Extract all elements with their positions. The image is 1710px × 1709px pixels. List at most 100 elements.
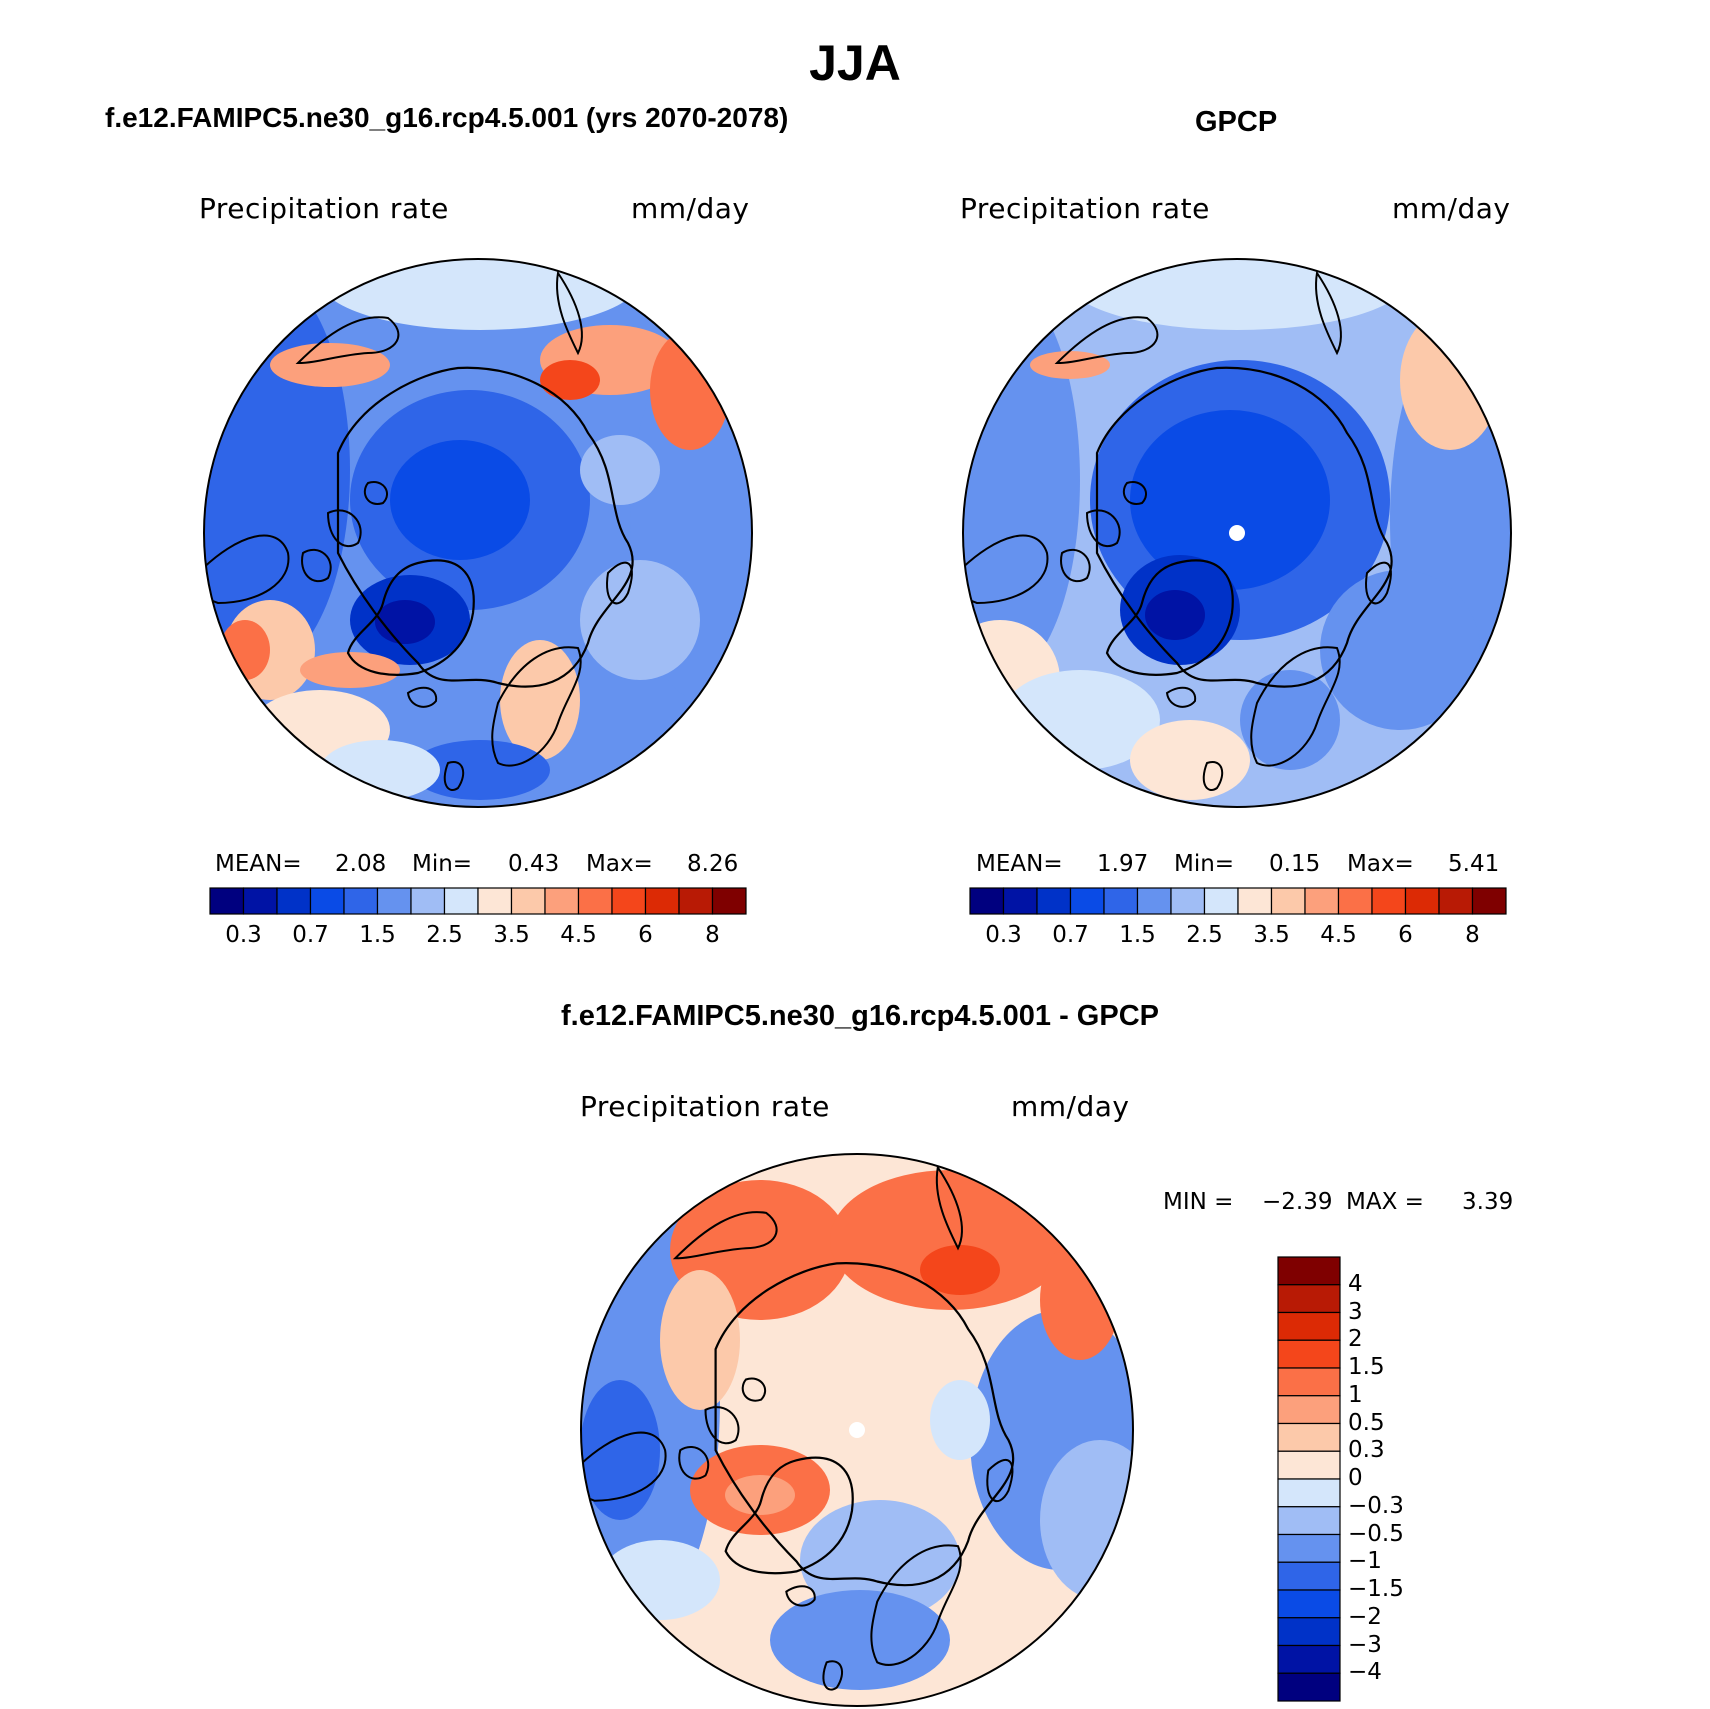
colorbar-tick-label: 3 [1348,1298,1363,1325]
colorbar-tick-label: 2.5 [1186,922,1223,948]
diff-max-value: 3.39 [1462,1189,1514,1215]
model-mean-label: MEAN= [215,851,302,877]
colorbar-tick-label: 4.5 [560,922,597,948]
colorbar-tick-label: −0.5 [1348,1520,1404,1547]
colorbar-swatch [276,887,312,915]
model-colorbar [209,887,747,915]
colorbar-tick-label: 2 [1348,1326,1363,1353]
colorbar-swatch [1371,887,1407,915]
colorbar-swatch [1304,887,1340,915]
model-variable-label: Precipitation rate [199,192,449,225]
obs-panel-title: GPCP [1195,106,1278,138]
colorbar-tick-label: 8 [705,922,720,948]
obs-max-label: Max= [1347,851,1414,877]
model-min-value: 0.43 [508,851,560,877]
colorbar-swatch [1270,887,1306,915]
colorbar-tick-label: 6 [1398,922,1413,948]
colorbar-tick-label: −0.3 [1348,1492,1404,1519]
obs-colorbar [969,887,1507,915]
colorbar-swatch [1277,1339,1341,1369]
diff-max-label: MAX = [1346,1189,1424,1215]
colorbar-swatch [611,887,647,915]
obs-mean-value: 1.97 [1097,851,1149,877]
colorbar-tick-label: −2 [1348,1603,1382,1630]
figure-title: JJA [809,35,901,91]
colorbar-swatch [1136,887,1172,915]
colorbar-tick-label: 3.5 [493,922,530,948]
obs-min-value: 0.15 [1269,851,1321,877]
colorbar-swatch [1277,1256,1341,1286]
colorbar-tick-label: 3.5 [1253,922,1290,948]
colorbar-tick-label: −3 [1348,1631,1382,1658]
colorbar-swatch [410,887,446,915]
colorbar-swatch [1277,1561,1341,1591]
colorbar-swatch [1277,1589,1341,1619]
colorbar-tick-label: 4 [1348,1270,1363,1297]
colorbar-swatch [1277,1533,1341,1563]
colorbar-swatch [510,887,546,915]
colorbar-tick-label: 1.5 [1348,1354,1385,1380]
model-mean-value: 2.08 [335,851,387,877]
colorbar-swatch [1036,887,1072,915]
colorbar-swatch [1277,1478,1341,1508]
colorbar-tick-label: 2.5 [426,922,463,948]
colorbar-swatch [376,887,412,915]
colorbar-tick-label: 0 [1348,1465,1363,1491]
colorbar-tick-label: 4.5 [1320,922,1357,948]
colorbar-tick-label: −1 [1348,1548,1382,1575]
colorbar-swatch [1203,887,1239,915]
colorbar-swatch [1170,887,1206,915]
colorbar-swatch [1277,1367,1341,1397]
difference-colorbar [1277,1256,1341,1702]
pole-marker [1229,525,1245,541]
obs-max-value: 5.41 [1448,851,1500,877]
colorbar-swatch [1069,887,1105,915]
diff-min-label: MIN = [1163,1189,1234,1215]
model-panel-title: f.e12.FAMIPC5.ne30_g16.rcp4.5.001 (yrs 2… [105,102,789,133]
obs-units-label: mm/day [1392,192,1511,225]
colorbar-swatch [1337,887,1373,915]
colorbar-swatch [1277,1506,1341,1536]
colorbar-swatch [242,887,278,915]
colorbar-tick-label: 1.5 [359,922,396,948]
model-min-label: Min= [412,851,473,877]
colorbar-swatch [1002,887,1038,915]
colorbar-swatch [544,887,580,915]
diff-variable-label: Precipitation rate [580,1090,830,1123]
colorbar-tick-label: 1 [1348,1381,1363,1408]
colorbar-swatch [1277,1395,1341,1425]
difference-panel-title: f.e12.FAMIPC5.ne30_g16.rcp4.5.001 - GPCP [561,1000,1159,1032]
colorbar-swatch [443,887,479,915]
colorbar-swatch [309,887,345,915]
colorbar-tick-label: 6 [638,922,653,948]
colorbar-swatch [1277,1644,1341,1674]
colorbar-swatch [1277,1617,1341,1647]
colorbar-swatch [1277,1284,1341,1314]
colorbar-tick-label: 0.3 [1348,1437,1385,1464]
colorbar-tick-label: −4 [1348,1659,1382,1686]
colorbar-tick-label: 0.5 [1348,1409,1385,1436]
colorbar-swatch [644,887,680,915]
pole-marker [849,1422,865,1438]
colorbar-swatch [477,887,513,915]
colorbar-tick-label: −1.5 [1348,1576,1404,1602]
colorbar-swatch [711,887,747,915]
colorbar-tick-label: 0.7 [1052,922,1089,948]
colorbar-swatch [1404,887,1440,915]
model-units-label: mm/day [631,192,750,225]
colorbar-swatch [1103,887,1139,915]
colorbar-swatch [1237,887,1273,915]
colorbar-tick-label: 0.7 [292,922,329,948]
difference-map [580,1153,1134,1707]
model-max-label: Max= [586,851,653,877]
colorbar-swatch [343,887,379,915]
colorbar-swatch [969,887,1005,915]
colorbar-tick-label: 0.3 [985,922,1022,948]
colorbar-swatch [1277,1672,1341,1702]
obs-variable-label: Precipitation rate [960,192,1210,225]
colorbar-tick-label: 0.3 [225,922,262,948]
colorbar-swatch [1277,1422,1341,1452]
obs-map [962,258,1512,808]
diff-min-value: −2.39 [1262,1189,1333,1215]
